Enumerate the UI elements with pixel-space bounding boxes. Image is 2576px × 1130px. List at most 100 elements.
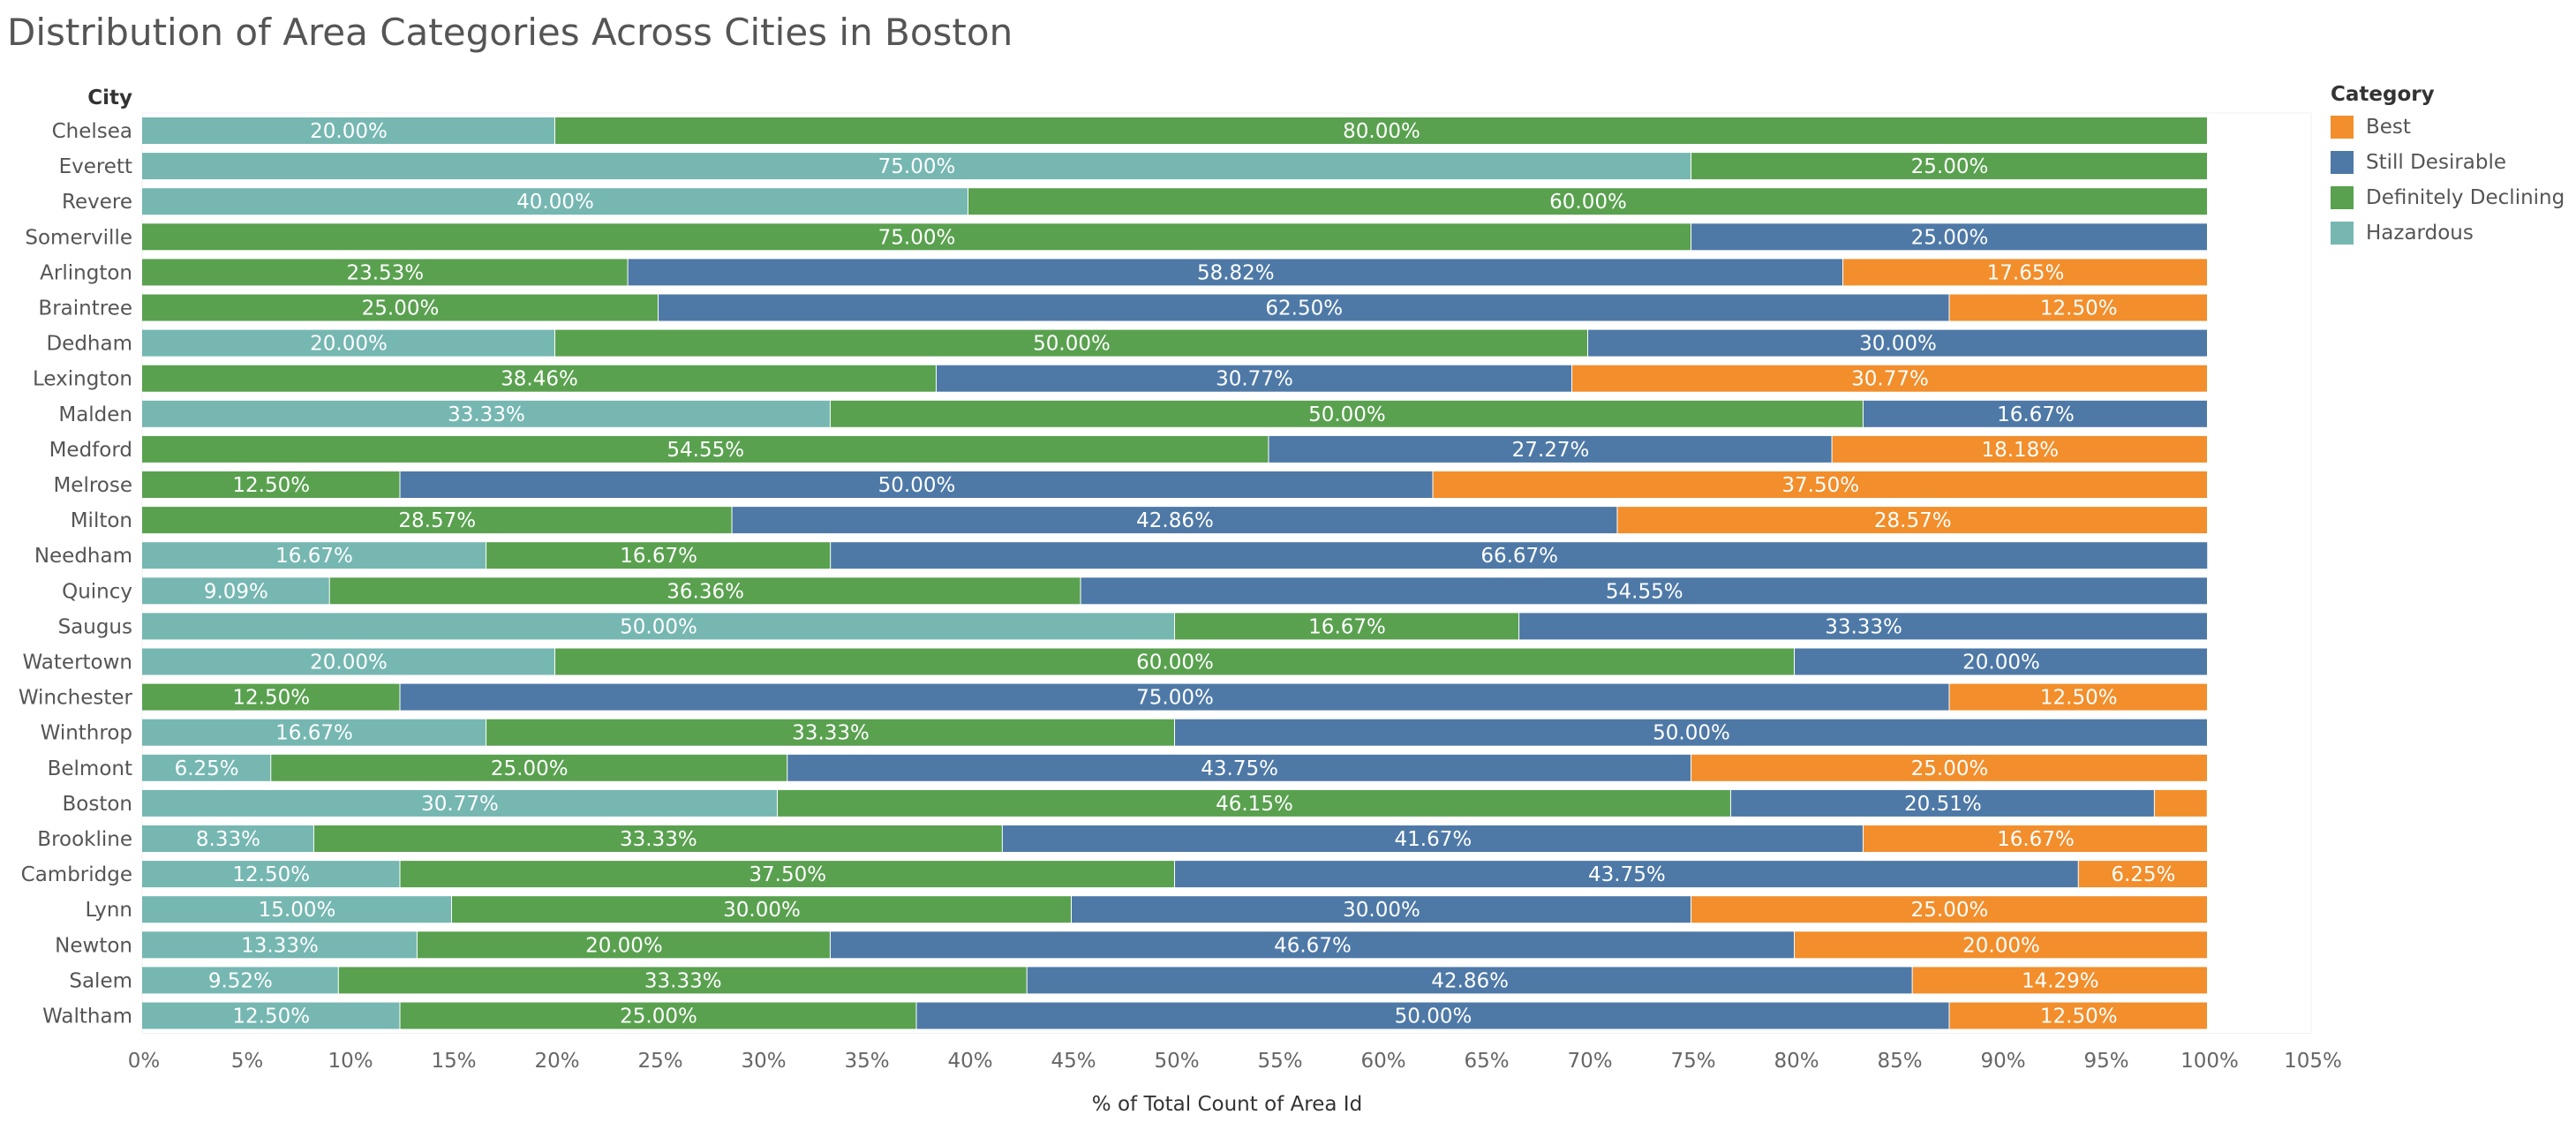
bar-saugus-still-desirable[interactable] [1519, 613, 2207, 640]
bar-salem-definitely-declining[interactable] [338, 967, 1027, 994]
bar-belmont-best[interactable] [1691, 754, 2207, 781]
bar-winchester-best[interactable] [1949, 683, 2208, 711]
bar-newton-still-desirable[interactable] [830, 931, 1794, 959]
bar-boston-still-desirable[interactable] [1730, 789, 2154, 817]
legend-item-hazardous[interactable]: Hazardous [2331, 215, 2565, 251]
bar-braintree-definitely-declining[interactable] [142, 294, 658, 321]
bar-dedham-definitely-declining[interactable] [555, 329, 1587, 357]
y-tick-label-needham: Needham [34, 545, 132, 568]
bar-waltham-hazardous[interactable] [142, 1002, 400, 1029]
bar-salem-best[interactable] [1912, 967, 2207, 994]
bar-arlington-still-desirable[interactable] [628, 259, 1842, 286]
bar-brookline-definitely-declining[interactable] [313, 825, 1002, 852]
data-label-lynn-hazardous: 15.00% [259, 899, 336, 922]
data-label-newton-definitely-declining: 20.00% [585, 934, 663, 957]
bar-medford-still-desirable[interactable] [1269, 435, 1832, 463]
data-label-salem-best: 14.29% [2022, 969, 2099, 992]
bar-needham-still-desirable[interactable] [831, 542, 2208, 569]
bar-watertown-hazardous[interactable] [142, 648, 554, 675]
bar-somerville-definitely-declining[interactable] [142, 223, 1691, 251]
bar-revere-hazardous[interactable] [142, 188, 968, 215]
bar-needham-definitely-declining[interactable] [486, 542, 831, 569]
bar-malden-still-desirable[interactable] [1863, 400, 2207, 427]
bar-lexington-still-desirable[interactable] [936, 365, 1571, 392]
bar-braintree-best[interactable] [1949, 294, 2208, 321]
bar-braintree-still-desirable[interactable] [659, 294, 1949, 321]
legend-item-definitely-declining[interactable]: Definitely Declining [2331, 180, 2565, 215]
bar-quincy-still-desirable[interactable] [1081, 577, 2207, 605]
bar-lexington-definitely-declining[interactable] [142, 365, 936, 392]
bar-lynn-definitely-declining[interactable] [452, 896, 1071, 923]
bar-dedham-hazardous[interactable] [142, 329, 554, 357]
bar-brookline-best[interactable] [1863, 825, 2207, 852]
bar-brookline-still-desirable[interactable] [1002, 825, 1863, 852]
bar-belmont-hazardous[interactable] [142, 754, 271, 781]
bar-winchester-still-desirable[interactable] [400, 683, 1949, 711]
bar-lynn-best[interactable] [1691, 896, 2207, 923]
bar-salem-hazardous[interactable] [142, 967, 338, 994]
legend-item-still-desirable[interactable]: Still Desirable [2331, 145, 2565, 180]
bar-winthrop-definitely-declining[interactable] [486, 719, 1174, 746]
bar-arlington-definitely-declining[interactable] [142, 259, 628, 286]
bar-melrose-best[interactable] [1433, 471, 2208, 498]
bar-cambridge-still-desirable[interactable] [1175, 861, 2078, 888]
bar-malden-hazardous[interactable] [142, 400, 830, 427]
bar-waltham-best[interactable] [1949, 1002, 2208, 1029]
bar-milton-best[interactable] [1617, 507, 2207, 534]
bar-malden-definitely-declining[interactable] [830, 400, 1863, 427]
bar-saugus-hazardous[interactable] [142, 613, 1174, 640]
legend-label-best: Best [2366, 116, 2411, 139]
bar-chelsea-hazardous[interactable] [142, 117, 554, 144]
bar-medford-best[interactable] [1832, 435, 2207, 463]
bar-brookline-hazardous[interactable] [142, 825, 313, 852]
bar-watertown-still-desirable[interactable] [1795, 648, 2207, 675]
bar-dedham-still-desirable[interactable] [1588, 329, 2207, 357]
bar-waltham-definitely-declining[interactable] [400, 1002, 916, 1029]
y-tick-label-lexington: Lexington [33, 368, 132, 391]
bar-quincy-hazardous[interactable] [142, 577, 329, 605]
bar-waltham-still-desirable[interactable] [916, 1002, 1949, 1029]
bar-belmont-definitely-declining[interactable] [271, 754, 787, 781]
data-label-braintree-best: 12.50% [2040, 298, 2118, 320]
bar-cambridge-definitely-declining[interactable] [400, 861, 1175, 888]
legend-swatch-best [2331, 116, 2354, 139]
bar-quincy-definitely-declining[interactable] [329, 577, 1081, 605]
data-label-quincy-hazardous: 9.09% [204, 580, 268, 603]
x-axis: 0% 5% 10% 15% 20% 25% 30% 35% 40% 45% 50% 55% 60% 65%… [128, 1050, 2342, 1116]
bar-newton-best[interactable] [1795, 931, 2207, 959]
bar-cambridge-hazardous[interactable] [142, 861, 400, 888]
data-label-medford-definitely-declining: 54.55% [667, 439, 744, 462]
bar-needham-hazardous[interactable] [142, 542, 486, 569]
bar-boston-best[interactable] [2154, 789, 2207, 817]
bar-boston-definitely-declining[interactable] [778, 789, 1730, 817]
bar-revere-definitely-declining[interactable] [968, 188, 2207, 215]
data-label-needham-hazardous: 16.67% [275, 545, 353, 568]
bar-lynn-hazardous[interactable] [142, 896, 451, 923]
bar-belmont-still-desirable[interactable] [787, 754, 1691, 781]
bar-newton-definitely-declining[interactable] [417, 931, 830, 959]
bar-arlington-best[interactable] [1842, 259, 2207, 286]
bar-milton-definitely-declining[interactable] [142, 507, 732, 534]
legend-item-best[interactable]: Best [2331, 109, 2565, 145]
y-tick-label-cambridge: Cambridge [21, 863, 132, 886]
bar-salem-still-desirable[interactable] [1027, 967, 1912, 994]
bar-chelsea-definitely-declining[interactable] [555, 117, 2207, 144]
bar-everett-definitely-declining[interactable] [1691, 153, 2207, 180]
bar-somerville-still-desirable[interactable] [1691, 223, 2207, 251]
bar-melrose-definitely-declining[interactable] [142, 471, 400, 498]
bar-winthrop-hazardous[interactable] [142, 719, 486, 746]
bar-cambridge-best[interactable] [2078, 861, 2207, 888]
bar-watertown-definitely-declining[interactable] [555, 648, 1794, 675]
bar-lynn-still-desirable[interactable] [1072, 896, 1691, 923]
bar-winthrop-still-desirable[interactable] [1175, 719, 2207, 746]
bar-winchester-definitely-declining[interactable] [142, 683, 400, 711]
bar-melrose-still-desirable[interactable] [400, 471, 1433, 498]
plot-frame [141, 112, 2312, 1035]
bar-medford-definitely-declining[interactable] [142, 435, 1269, 463]
bar-newton-hazardous[interactable] [142, 931, 417, 959]
bar-boston-hazardous[interactable] [142, 789, 778, 817]
bar-milton-still-desirable[interactable] [732, 507, 1617, 534]
bar-lexington-best[interactable] [1571, 365, 2207, 392]
bar-everett-hazardous[interactable] [142, 153, 1691, 180]
bar-saugus-definitely-declining[interactable] [1175, 613, 1519, 640]
